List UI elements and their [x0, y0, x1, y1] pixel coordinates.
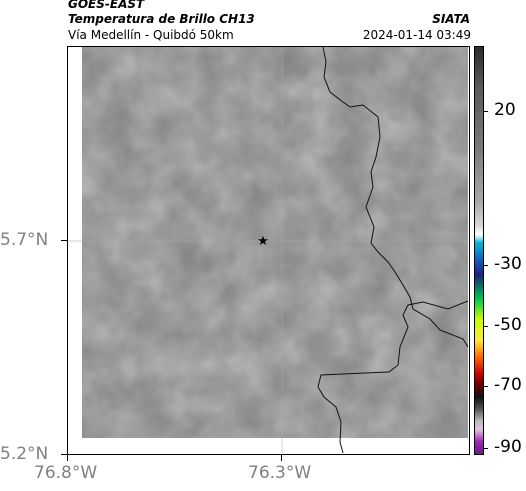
y-tick-label: 5.2°N [0, 444, 49, 464]
colorbar [474, 46, 484, 455]
satellite-source: GOES-EAST [68, 0, 145, 11]
colorbar-tick [484, 265, 488, 266]
colorbar-tick [484, 386, 488, 387]
brightness-temperature-map: ★ [68, 47, 469, 454]
y-tick-mark [61, 454, 67, 455]
cloud-texture [82, 47, 468, 438]
star-icon: ★ [257, 234, 269, 249]
colorbar-label: 20 [494, 100, 516, 120]
colorbar-label: -30 [494, 254, 522, 274]
map-panel[interactable]: ★ [67, 46, 470, 455]
x-tick-mark [281, 455, 282, 461]
colorbar-label: -70 [494, 375, 522, 395]
colorbar-label: -50 [494, 315, 522, 335]
organization-label: SIATA [432, 12, 470, 26]
colorbar-tick [484, 448, 488, 449]
product-title: Temperatura de Brillo CH13 [68, 12, 255, 26]
colorbar-label: -90 [494, 437, 522, 457]
y-tick-label: 5.7°N [0, 230, 49, 250]
x-tick-mark [67, 455, 68, 461]
colorbar-tick [484, 111, 488, 112]
political-border [317, 300, 469, 454]
area-label: Vía Medellín - Quibdó 50km [68, 28, 234, 42]
colorbar-tick [484, 326, 488, 327]
y-tick-mark [61, 240, 67, 241]
political-border [322, 47, 469, 348]
datetime-label: 2024-01-14 03:49 [362, 28, 471, 42]
x-tick-label: 76.8°W [34, 463, 98, 483]
x-tick-label: 76.3°W [248, 463, 312, 483]
